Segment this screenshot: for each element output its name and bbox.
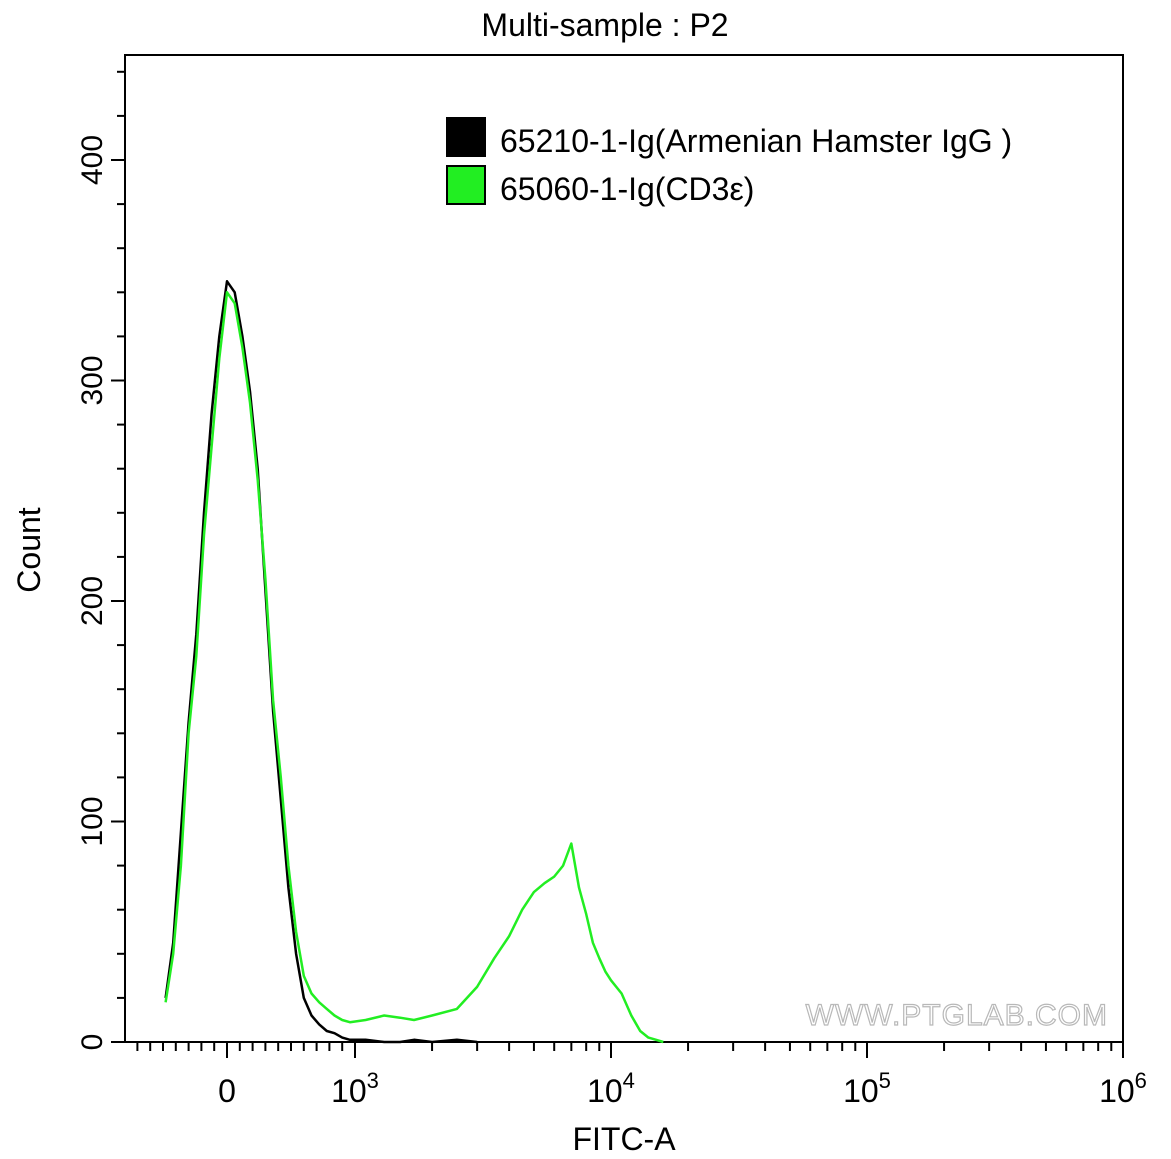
y-tick-label: 300	[76, 355, 109, 405]
x-tick-label: 103	[331, 1068, 379, 1109]
x-tick-label: 105	[843, 1068, 891, 1109]
watermark: WWW.PTGLAB.COM	[806, 999, 1108, 1032]
y-tick-label: 100	[76, 796, 109, 846]
series-lines	[164, 280, 664, 1044]
x-axis: 0 103 104 105 106	[136, 1042, 1147, 1109]
x-axis-label: FITC-A	[572, 1121, 676, 1157]
series-line-cd3e	[164, 291, 664, 1044]
chart-title: Multi-sample : P2	[481, 7, 728, 43]
y-axis: 0 100 200 300 400	[76, 70, 125, 1051]
legend-label-cd3e: 65060-1-Ig(CD3ε)	[500, 171, 754, 207]
y-tick-label: 0	[76, 1034, 109, 1051]
plot-frame	[124, 54, 1124, 1043]
y-tick-label: 200	[76, 576, 109, 626]
legend-label-igg: 65210-1-Ig(Armenian Hamster IgG )	[500, 123, 1012, 159]
legend-swatch-cd3e	[446, 165, 486, 205]
legend-swatch-igg	[446, 117, 486, 157]
legend: 65210-1-Ig(Armenian Hamster IgG ) 65060-…	[446, 117, 1012, 207]
y-axis-label: Count	[11, 507, 47, 593]
series-line-igg	[164, 280, 478, 1044]
y-tick-label: 400	[76, 135, 109, 185]
x-tick-label: 104	[587, 1068, 635, 1109]
x-tick-label: 0	[218, 1073, 236, 1109]
x-tick-label: 106	[1099, 1068, 1147, 1109]
